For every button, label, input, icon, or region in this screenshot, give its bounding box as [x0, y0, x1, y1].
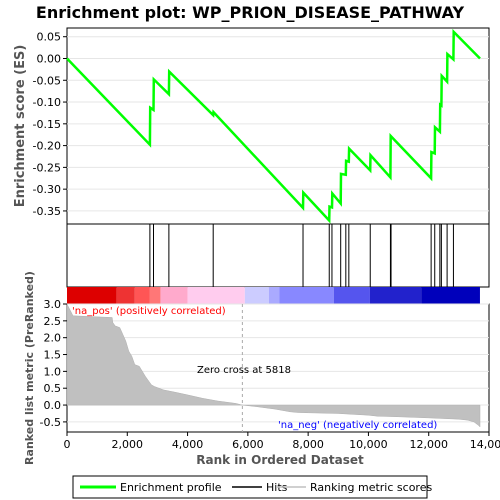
pos-correlation-label: 'na_pos' (positively correlated) — [72, 306, 226, 317]
es-y-tick-label: -0.25 — [33, 161, 61, 174]
metric-y-tick-label: 3.0 — [44, 298, 62, 311]
color-bar-segment — [160, 287, 188, 304]
metric-x-axis-label: Rank in Ordered Dataset — [196, 453, 364, 467]
metric-x-tick-label: 10,000 — [349, 438, 388, 451]
hit-marks — [149, 224, 454, 287]
color-bar-segment — [279, 287, 334, 304]
metric-y-axis-label: Ranked list metric (PreRanked) — [23, 271, 36, 465]
color-bar-segment — [134, 287, 150, 304]
metric-x-tick-label: 4,000 — [172, 438, 204, 451]
rank-color-bar — [67, 287, 480, 304]
color-bar-segment — [67, 287, 117, 304]
hits-panel-frame — [66, 223, 490, 288]
legend: Enrichment profile Hits Ranking metric s… — [72, 475, 432, 499]
color-bar-segment — [421, 287, 480, 304]
legend-metric-label: Ranking metric scores — [310, 481, 432, 494]
es-y-tick-label: -0.15 — [33, 118, 61, 131]
zero-cross-label: Zero cross at 5818 — [197, 365, 291, 376]
metric-y-tick-label: 0.5 — [44, 382, 62, 395]
es-y-tick-label: -0.05 — [33, 74, 61, 87]
metric-y-tick-label: 1.0 — [44, 365, 62, 378]
es-y-tick-label: -0.35 — [33, 205, 61, 218]
ranking-metric-area — [66, 303, 481, 428]
metric-x-axis: 0 2,000 4,000 6,000 8,000 10,000 12,000 14,000 — [64, 432, 500, 451]
metric-y-tick-label: 1.5 — [44, 349, 62, 362]
es-y-axis: 0.05 0.00 -0.05 -0.10 -0.15 -0.20 -0.25 -0.30 -0… — [33, 31, 67, 218]
enrichment-profile-line — [66, 28, 481, 224]
legend-enrichment-label: Enrichment profile — [120, 481, 222, 494]
es-y-tick-label: 0.00 — [37, 52, 62, 65]
color-bar-segment — [149, 287, 161, 304]
metric-y-tick-label: 2.0 — [44, 332, 62, 345]
metric-y-axis: 3.0 2.5 2.0 1.5 1.0 0.5 0.0 -0.5 — [40, 298, 67, 429]
es-y-tick-label: -0.10 — [33, 96, 61, 109]
metric-y-tick-label: 2.5 — [44, 315, 62, 328]
color-bar-segment — [268, 287, 280, 304]
metric-x-tick-label: 6,000 — [232, 438, 264, 451]
metric-x-tick-label: 0 — [64, 438, 71, 451]
color-bar-segment — [244, 287, 269, 304]
es-panel-frame — [66, 27, 490, 225]
metric-panel: 3.0 2.5 2.0 1.5 1.0 0.5 0.0 -0.5 0 2,000 4,000 6,0… — [23, 271, 500, 467]
color-bar-segment — [187, 287, 245, 304]
color-bar-segment — [116, 287, 135, 304]
color-bar-segment — [333, 287, 370, 304]
metric-x-tick-label: 8,000 — [292, 438, 324, 451]
es-y-axis-label: Enrichment score (ES) — [13, 45, 28, 208]
es-y-tick-label: -0.20 — [33, 140, 61, 153]
color-bar-segment — [369, 287, 422, 304]
metric-x-tick-label: 2,000 — [112, 438, 144, 451]
es-grid — [67, 36, 489, 212]
es-y-tick-label: -0.30 — [33, 183, 61, 196]
metric-y-tick-label: 0.0 — [44, 399, 62, 412]
hits-panel — [66, 223, 490, 288]
metric-y-tick-label: -0.5 — [40, 416, 61, 429]
neg-correlation-label: 'na_neg' (negatively correlated) — [278, 420, 437, 431]
metric-x-tick-label: 12,000 — [409, 438, 448, 451]
es-y-tick-label: 0.05 — [37, 31, 62, 44]
chart-title: Enrichment plot: WP_PRION_DISEASE_PATHWA… — [36, 3, 465, 22]
es-panel: 0.05 0.00 -0.05 -0.10 -0.15 -0.20 -0.25 -0.30 -0… — [13, 27, 490, 225]
metric-x-tick-label: 14,000 — [470, 438, 500, 451]
